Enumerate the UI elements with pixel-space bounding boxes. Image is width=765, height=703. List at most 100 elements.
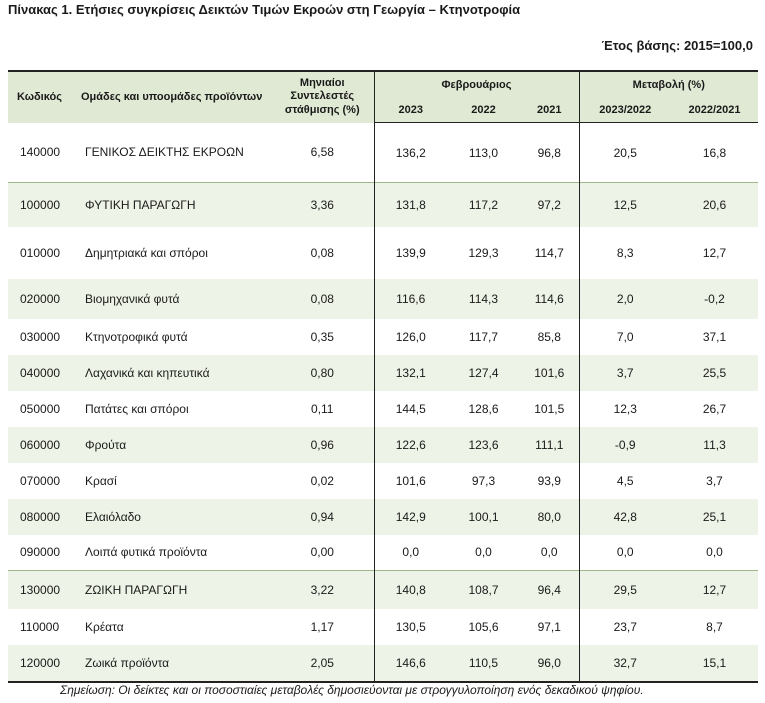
row-code: 140000 bbox=[8, 122, 71, 183]
row-change-2022-2021: 15,1 bbox=[671, 644, 759, 683]
row-2022: 114,3 bbox=[447, 278, 520, 319]
row-2022: 110,5 bbox=[447, 644, 520, 683]
row-2021: 93,9 bbox=[520, 462, 580, 499]
row-2023: 130,5 bbox=[373, 608, 447, 645]
price-index-table: Κωδικός Ομάδες και υποομάδες προϊόντων Μ… bbox=[8, 70, 759, 683]
row-code: 030000 bbox=[8, 318, 71, 355]
row-weight: 0,11 bbox=[271, 390, 374, 427]
row-2021: 114,6 bbox=[520, 278, 580, 319]
row-change-2023-2022: -0,9 bbox=[578, 426, 672, 463]
row-code: 010000 bbox=[8, 226, 71, 279]
row-weight: 0,94 bbox=[271, 498, 374, 535]
row-name: Λοιπά φυτικά προϊόντα bbox=[71, 534, 271, 571]
row-change-2023-2022: 4,5 bbox=[578, 462, 672, 499]
row-change-2023-2022: 3,7 bbox=[578, 354, 672, 391]
row-change-2023-2022: 32,7 bbox=[578, 644, 672, 683]
row-name: ΦΥΤΙΚΗ ΠΑΡΑΓΩΓΗ bbox=[71, 182, 271, 227]
row-name: ΖΩΙΚΗ ΠΑΡΑΓΩΓΗ bbox=[71, 570, 271, 609]
table-row: 040000 Λαχανικά και κηπευτικά 0,80 132,1… bbox=[8, 354, 759, 391]
row-code: 130000 bbox=[8, 570, 71, 609]
row-weight: 0,00 bbox=[271, 534, 374, 571]
header-year-2023: 2023 bbox=[373, 98, 447, 123]
row-change-2022-2021: 3,7 bbox=[671, 462, 759, 499]
row-2021: 101,5 bbox=[520, 390, 580, 427]
header-weight-line3: στάθμισης (%) bbox=[284, 104, 360, 117]
row-change-2022-2021: 25,5 bbox=[671, 354, 759, 391]
row-weight: 0,80 bbox=[271, 354, 374, 391]
row-code: 090000 bbox=[8, 534, 71, 571]
table-row: 060000 Φρούτα 0,96 122,6 123,6 111,1 -0,… bbox=[8, 426, 759, 463]
row-2021: 97,1 bbox=[520, 608, 580, 645]
row-2021: 0,0 bbox=[520, 534, 580, 571]
row-2023: 144,5 bbox=[373, 390, 447, 427]
row-name: Κρέατα bbox=[71, 608, 271, 645]
base-year-label: Έτος βάσης: 2015=100,0 bbox=[601, 38, 753, 53]
row-2023: 139,9 bbox=[373, 226, 447, 279]
row-2022: 0,0 bbox=[447, 534, 520, 571]
row-change-2022-2021: 26,7 bbox=[671, 390, 759, 427]
row-2023: 122,6 bbox=[373, 426, 447, 463]
row-change-2022-2021: 0,0 bbox=[671, 534, 759, 571]
table-row: 100000 ΦΥΤΙΚΗ ΠΑΡΑΓΩΓΗ 3,36 131,8 117,2 … bbox=[8, 182, 759, 227]
row-2021: 96,0 bbox=[520, 644, 580, 683]
header-change-2022-2021: 2022/2021 bbox=[671, 98, 759, 123]
table-row: 070000 Κρασί 0,02 101,6 97,3 93,9 4,5 3,… bbox=[8, 462, 759, 499]
row-code: 070000 bbox=[8, 462, 71, 499]
row-name: Κρασί bbox=[71, 462, 271, 499]
row-2022: 127,4 bbox=[447, 354, 520, 391]
row-code: 110000 bbox=[8, 608, 71, 645]
row-code: 040000 bbox=[8, 354, 71, 391]
row-2022: 129,3 bbox=[447, 226, 520, 279]
row-2023: 131,8 bbox=[373, 182, 447, 227]
row-code: 060000 bbox=[8, 426, 71, 463]
footnote: Σημείωση: Οι δείκτες και οι ποσοστιαίες … bbox=[60, 683, 644, 697]
row-name: Ζωικά προϊόντα bbox=[71, 644, 271, 683]
row-weight: 0,35 bbox=[271, 318, 374, 355]
row-name: Λαχανικά και κηπευτικά bbox=[71, 354, 271, 391]
row-weight: 2,05 bbox=[271, 644, 374, 683]
row-weight: 3,22 bbox=[271, 570, 374, 609]
row-change-2022-2021: 25,1 bbox=[671, 498, 759, 535]
row-2023: 126,0 bbox=[373, 318, 447, 355]
row-weight: 3,36 bbox=[271, 182, 374, 227]
row-weight: 0,08 bbox=[271, 226, 374, 279]
table-row: 030000 Κτηνοτροφικά φυτά 0,35 126,0 117,… bbox=[8, 318, 759, 355]
table-row: 110000 Κρέατα 1,17 130,5 105,6 97,1 23,7… bbox=[8, 608, 759, 645]
row-2021: 85,8 bbox=[520, 318, 580, 355]
row-name: Κτηνοτροφικά φυτά bbox=[71, 318, 271, 355]
header-weight-line1: Μηνιαίοι bbox=[299, 76, 345, 89]
row-name: Βιομηχανικά φυτά bbox=[71, 278, 271, 319]
row-2022: 108,7 bbox=[447, 570, 520, 609]
row-2023: 146,6 bbox=[373, 644, 447, 683]
header-weight-line2: Συντελεστές bbox=[290, 90, 355, 103]
row-code: 020000 bbox=[8, 278, 71, 319]
row-2023: 136,2 bbox=[373, 122, 447, 183]
table-row: 090000 Λοιπά φυτικά προϊόντα 0,00 0,0 0,… bbox=[8, 534, 759, 571]
row-weight: 6,58 bbox=[271, 122, 374, 183]
row-change-2022-2021: 8,7 bbox=[671, 608, 759, 645]
row-2022: 113,0 bbox=[447, 122, 520, 183]
header-month: Φεβρουάριος bbox=[373, 70, 580, 98]
row-2021: 101,6 bbox=[520, 354, 580, 391]
table-row: 120000 Ζωικά προϊόντα 2,05 146,6 110,5 9… bbox=[8, 644, 759, 683]
row-2022: 105,6 bbox=[447, 608, 520, 645]
row-name: Ελαιόλαδο bbox=[71, 498, 271, 535]
row-name: Πατάτες και σπόροι bbox=[71, 390, 271, 427]
row-weight: 0,08 bbox=[271, 278, 374, 319]
row-2023: 142,9 bbox=[373, 498, 447, 535]
row-2023: 116,6 bbox=[373, 278, 447, 319]
row-2021: 97,2 bbox=[520, 182, 580, 227]
row-2021: 96,4 bbox=[520, 570, 580, 609]
row-2022: 100,1 bbox=[447, 498, 520, 535]
row-change-2023-2022: 7,0 bbox=[578, 318, 672, 355]
row-2021: 111,1 bbox=[520, 426, 580, 463]
row-weight: 0,96 bbox=[271, 426, 374, 463]
table-title: Πίνακας 1. Ετήσιες συγκρίσεις Δεικτών Τι… bbox=[8, 2, 521, 17]
row-change-2022-2021: 16,8 bbox=[671, 122, 759, 183]
row-code: 100000 bbox=[8, 182, 71, 227]
header-year-2021: 2021 bbox=[520, 98, 580, 123]
row-change-2022-2021: 20,6 bbox=[671, 182, 759, 227]
row-change-2022-2021: 37,1 bbox=[671, 318, 759, 355]
row-change-2023-2022: 20,5 bbox=[578, 122, 672, 183]
header-change: Μεταβολή (%) bbox=[578, 70, 759, 98]
